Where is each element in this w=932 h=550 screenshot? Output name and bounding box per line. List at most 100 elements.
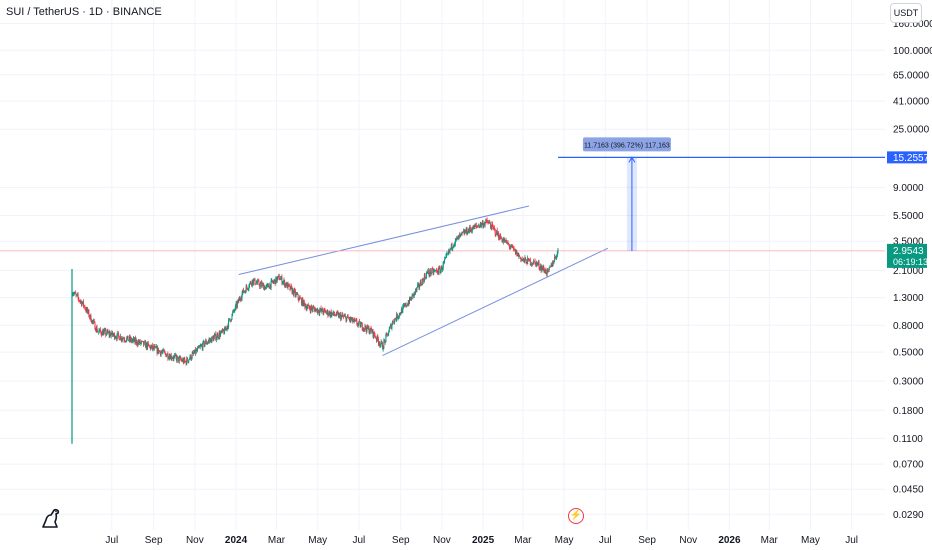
candle-body (436, 270, 438, 273)
candle-body (399, 313, 401, 314)
candle-body (284, 283, 286, 287)
candle-body (118, 333, 120, 336)
candle-body (362, 329, 364, 331)
price-tick-label: 41.0000 (893, 97, 930, 108)
candle-body (92, 320, 94, 322)
candle-body (379, 344, 381, 346)
candle-body (307, 305, 309, 309)
candle-body (504, 240, 506, 243)
price-tick-label: 160.0000 (893, 19, 932, 30)
candle-body (145, 343, 147, 348)
candle-body (450, 248, 452, 250)
candle-body (318, 312, 320, 314)
symbol-title[interactable]: SUI / TetherUS · 1D · BINANCE (6, 6, 162, 18)
candle-body (320, 308, 322, 311)
target-price-badge (887, 151, 927, 164)
candle-body (443, 261, 445, 263)
candle-body (301, 298, 303, 305)
candle-body (245, 286, 247, 293)
candle-body (549, 266, 551, 268)
candle-body (139, 340, 141, 344)
candle-body (220, 330, 222, 333)
measure-arrowhead (628, 156, 636, 163)
candle-body (305, 306, 307, 310)
candle-body (493, 227, 495, 229)
candle-body (193, 352, 194, 354)
candle-body (417, 283, 419, 285)
candle-body (281, 276, 283, 284)
candle-body (369, 327, 371, 332)
candle-body (247, 287, 248, 290)
candle-body (301, 298, 302, 305)
candle-body (159, 350, 161, 352)
candle-body (319, 310, 321, 314)
candle-body (515, 250, 517, 254)
candle-body (267, 284, 269, 286)
candle-body (534, 260, 536, 262)
candle-body (288, 283, 290, 285)
candle-body (437, 272, 439, 274)
candle-body (356, 320, 358, 325)
candle-body (363, 328, 365, 330)
candle-body (349, 317, 351, 321)
candle-body (74, 292, 76, 294)
candle-body (130, 338, 132, 342)
candle-body (344, 315, 346, 317)
candle-body (423, 275, 425, 282)
candle-body (540, 266, 542, 271)
candle-body (413, 292, 415, 297)
candle-body (228, 318, 230, 320)
candle-body (554, 256, 556, 262)
candle-body (330, 311, 332, 316)
price-tick-label: 65.0000 (893, 70, 930, 81)
candle-body (78, 297, 80, 301)
candle-body (218, 332, 220, 338)
candle-body (241, 293, 243, 299)
candle-body (411, 294, 413, 300)
candle-body (352, 321, 354, 323)
candle-body (265, 287, 267, 290)
candle-body (403, 305, 405, 306)
candle-body (267, 284, 269, 287)
candle-body (361, 323, 363, 325)
candle-body (125, 341, 127, 342)
candle-body (148, 344, 150, 346)
candle-body (145, 341, 147, 348)
candle-body (268, 286, 270, 289)
candle-body (182, 359, 184, 362)
time-tick-label: Mar (761, 535, 779, 546)
candle-body (376, 335, 378, 341)
candle-body (380, 341, 382, 345)
candle-body (146, 343, 148, 349)
lightning-event-icon[interactable]: ⚡ (568, 508, 584, 524)
candle-body (342, 314, 344, 317)
candle-body (423, 279, 425, 282)
candle-body (464, 231, 466, 235)
candle-body (128, 340, 130, 341)
candle-body (87, 308, 89, 313)
candle-body (91, 320, 93, 323)
time-tick-label: Sep (392, 535, 410, 546)
candle-body (120, 336, 122, 340)
candle-body (414, 292, 416, 293)
candle-body (238, 297, 240, 302)
candle-body (107, 330, 109, 333)
candle-body (501, 238, 503, 242)
candle-body (458, 235, 460, 240)
candle-body (382, 343, 383, 350)
candle-body (541, 267, 543, 270)
candle-body (172, 358, 174, 359)
candle-body (136, 340, 138, 345)
candle-body (470, 229, 472, 231)
candle-body (458, 235, 460, 237)
candle-body (398, 313, 400, 317)
candle-body (258, 280, 260, 285)
candle-body (512, 247, 514, 249)
candle-body (321, 308, 323, 311)
candle-body (408, 302, 410, 304)
candle-body (81, 303, 83, 306)
currency-button[interactable]: USDT (890, 3, 922, 23)
tradingview-dino-icon[interactable] (40, 506, 64, 530)
candle-body (255, 284, 257, 286)
